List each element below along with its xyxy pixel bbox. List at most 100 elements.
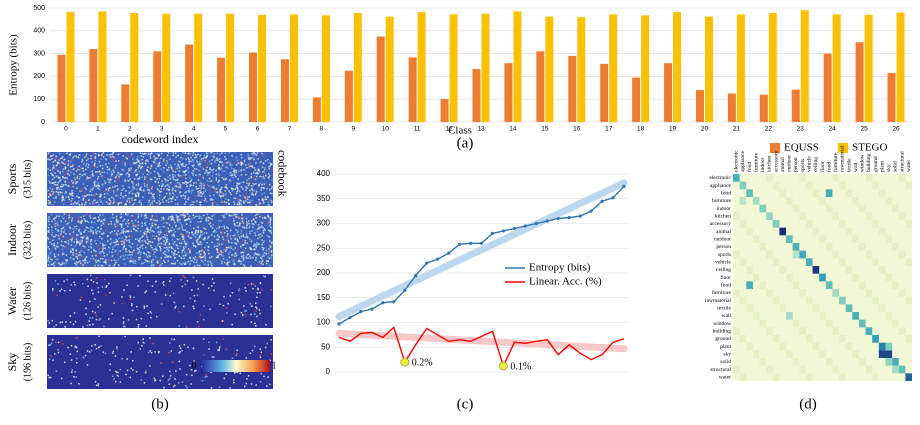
codeword-pixel — [93, 298, 96, 300]
bar — [130, 13, 139, 123]
codeword-pixel — [72, 254, 74, 256]
codeword-pixel — [139, 237, 141, 240]
codeword-pixel — [240, 311, 243, 314]
codeword-pixel — [256, 228, 259, 230]
codeword-pixel — [221, 260, 223, 263]
codeword-pixel — [210, 263, 212, 265]
codeword-pixel — [174, 152, 177, 154]
codeword-pixel — [136, 244, 139, 246]
matrix-cell — [852, 312, 859, 320]
codeword-pixel — [67, 160, 70, 162]
codeword-pixel — [260, 373, 263, 375]
codeword-pixel — [192, 174, 194, 177]
codeword-pixel — [209, 217, 212, 219]
codeword-pixel — [255, 306, 257, 308]
codeword-pixel — [209, 171, 211, 174]
codeword-pixel — [137, 185, 140, 187]
codeword-pixel — [66, 171, 68, 174]
matrix-cell-faint — [766, 365, 773, 374]
codeword-pixel — [172, 196, 174, 198]
codeword-pixel — [147, 312, 149, 315]
codeword-pixel — [247, 375, 250, 377]
codeword-pixel — [55, 155, 57, 157]
codeword-pixel — [270, 245, 272, 247]
codeword-pixel — [154, 248, 157, 250]
codeword-pixel — [105, 188, 107, 191]
codeword-pixel — [202, 283, 204, 286]
column-label: plant — [879, 161, 885, 172]
codeword-pixel — [129, 295, 131, 297]
codeword-pixel — [249, 255, 251, 257]
codeword-pixel — [235, 225, 237, 227]
codeword-pixel — [47, 158, 49, 160]
codeword-pixel — [112, 246, 114, 248]
codeword-pixel — [201, 243, 203, 245]
codeword-pixel — [186, 219, 188, 221]
codeword-pixel — [116, 346, 118, 348]
codeword-pixel — [161, 180, 163, 182]
codeword-pixel — [156, 202, 158, 204]
codeword-pixel — [154, 227, 157, 229]
codeword-pixel — [95, 242, 97, 245]
codeword-pixel — [141, 165, 144, 168]
codeword-pixel — [75, 249, 78, 252]
codeword-pixel — [67, 222, 69, 225]
codeword-pixel — [153, 377, 155, 380]
codeword-pixel — [204, 263, 206, 266]
row-label: electronic — [709, 175, 731, 181]
codeword-pixel — [72, 203, 75, 205]
codeword-pixel — [73, 376, 75, 378]
bar — [440, 99, 449, 122]
codeword-pixel — [85, 188, 87, 190]
codeword-pixel — [200, 217, 203, 220]
codeword-pixel — [96, 178, 99, 180]
codeword-pixel — [251, 349, 254, 352]
codeword-pixel — [243, 195, 245, 197]
codeword-pixel — [207, 249, 209, 252]
codeword-pixel — [99, 236, 101, 238]
codeword-pixel — [168, 189, 171, 191]
codeword-pixel — [219, 189, 221, 192]
codeword-pixel — [199, 182, 202, 184]
codeword-pixel — [207, 260, 209, 263]
codeword-pixel — [240, 174, 243, 176]
codeword-pixel — [172, 152, 175, 154]
codeword-pixel — [145, 216, 148, 219]
codeword-pixel — [239, 260, 242, 263]
codeword-pixel — [151, 215, 154, 217]
codeword-pixel — [174, 378, 176, 380]
bar — [226, 13, 235, 123]
codeword-pixel — [144, 291, 146, 294]
codeword-pixel — [135, 161, 138, 164]
codeword-pixel — [240, 164, 243, 166]
codeword-pixel — [259, 182, 262, 185]
codeword-pixel — [178, 227, 181, 230]
codeword-pixel — [201, 249, 203, 251]
codeword-pixel — [133, 259, 135, 262]
codeword-pixel — [204, 253, 206, 255]
codeword-pixel — [213, 282, 215, 284]
codeword-pixel — [49, 200, 51, 203]
codeword-pixel — [155, 224, 157, 226]
codeword-pixel — [112, 155, 114, 158]
codeword-pixel — [51, 169, 54, 171]
codeword-pixel — [269, 383, 271, 386]
codeword-pixel — [258, 243, 260, 245]
codeword-pixel — [184, 197, 186, 199]
codeword-pixel — [205, 169, 207, 172]
codeword-pixel — [200, 243, 202, 246]
codeword-pixel — [153, 161, 156, 164]
codeword-pixel — [208, 188, 210, 190]
codeword-pixel — [48, 231, 50, 233]
codeword-pixel — [228, 241, 230, 243]
codeword-pixel — [179, 191, 181, 193]
codeword-pixel — [261, 258, 263, 261]
series-point — [457, 242, 462, 246]
codeword-pixel — [186, 182, 189, 184]
codeword-pixel — [183, 216, 185, 219]
codeword-pixel — [122, 248, 124, 250]
codeword-pixel — [137, 324, 140, 326]
codeword-pixel — [123, 240, 125, 242]
codeword-pixel — [255, 204, 257, 206]
codeword-pixel — [94, 217, 96, 219]
